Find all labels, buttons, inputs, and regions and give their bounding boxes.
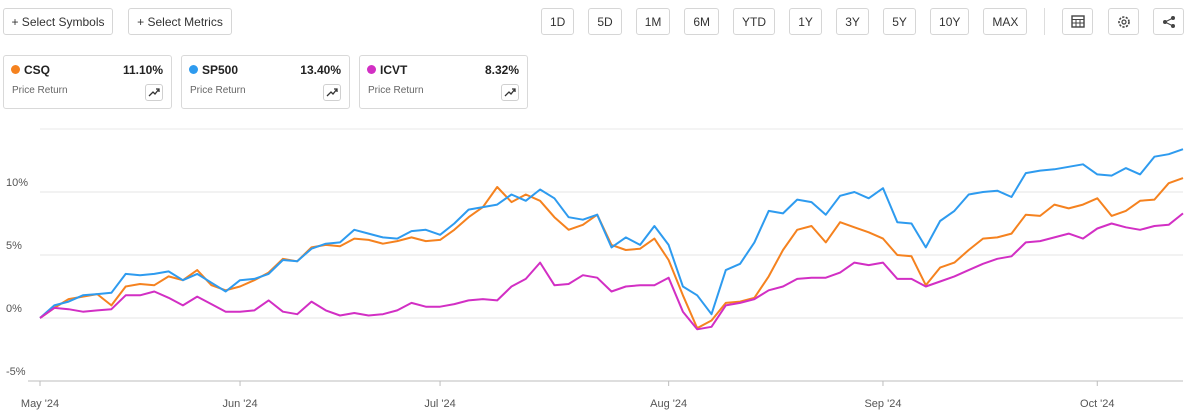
y-tick-label: 10% xyxy=(6,177,28,189)
trend-icon xyxy=(148,88,160,97)
x-tick-label: Jun '24 xyxy=(222,398,257,410)
select-metrics-button[interactable]: + Select Metrics xyxy=(128,8,232,35)
series-line xyxy=(39,177,1184,330)
legend-name: ICVT xyxy=(380,63,408,77)
range-button[interactable]: 1M xyxy=(635,8,671,35)
legend-metric: Price Return xyxy=(368,85,424,96)
chart-type-button[interactable] xyxy=(323,84,341,101)
share-icon xyxy=(1162,15,1175,28)
settings-icon xyxy=(1117,15,1130,28)
legend-card[interactable]: ICVT 8.32% Price Return xyxy=(359,55,528,109)
y-tick-label: 0% xyxy=(6,303,22,315)
legend-change: 11.10% xyxy=(122,63,163,77)
range-button[interactable]: 6M xyxy=(684,8,720,35)
range-button[interactable]: 3Y xyxy=(836,8,870,35)
legend-name: CSQ xyxy=(24,63,51,77)
legend-change: 13.40% xyxy=(300,63,341,77)
settings-button[interactable] xyxy=(1108,8,1139,35)
select-symbols-button[interactable]: + Select Symbols xyxy=(3,8,113,35)
x-tick-label: Sep '24 xyxy=(864,398,901,410)
chart-type-button[interactable] xyxy=(501,84,519,101)
series-line xyxy=(39,212,1184,331)
x-tick-label: Oct '24 xyxy=(1080,398,1115,410)
legend-change: 8.32% xyxy=(484,63,519,77)
legend-card[interactable]: CSQ 11.10% Price Return xyxy=(3,55,172,109)
y-tick-label: -5% xyxy=(6,366,26,378)
series-line xyxy=(39,148,1184,319)
range-button[interactable]: 10Y xyxy=(930,8,970,35)
x-tick-label: Jul '24 xyxy=(424,398,455,410)
table-icon xyxy=(1070,15,1085,28)
range-button[interactable]: 1Y xyxy=(789,8,823,35)
range-button[interactable]: YTD xyxy=(733,8,776,35)
trend-icon xyxy=(504,88,516,97)
chart: -5% 0% 5% 10% May '24 Jun '24 Jul '24 Aug '24 Se… xyxy=(6,128,1184,410)
trend-icon xyxy=(326,88,338,97)
chart-type-button[interactable] xyxy=(145,84,163,101)
toolbar-separator xyxy=(1044,8,1045,35)
legend-swatch xyxy=(367,65,376,74)
legend-swatch xyxy=(189,65,198,74)
legend-metric: Price Return xyxy=(190,85,246,96)
range-button[interactable]: MAX xyxy=(983,8,1028,35)
legend-metric: Price Return xyxy=(12,85,68,96)
range-selector: 1D 5D 1M 6M YTD 1Y 3Y 5Y 10Y MAX xyxy=(541,8,1028,35)
legend-name: SP500 xyxy=(202,63,239,77)
range-button[interactable]: 1D xyxy=(541,8,575,35)
share-button[interactable] xyxy=(1153,8,1184,35)
y-tick-label: 5% xyxy=(6,240,22,252)
legend-swatch xyxy=(11,65,20,74)
x-tick-label: May '24 xyxy=(21,398,59,410)
range-button[interactable]: 5D xyxy=(588,8,622,35)
legend-card[interactable]: SP500 13.40% Price Return xyxy=(181,55,350,109)
table-button[interactable] xyxy=(1062,8,1093,35)
x-tick-label: Aug '24 xyxy=(650,398,687,410)
range-button[interactable]: 5Y xyxy=(883,8,917,35)
